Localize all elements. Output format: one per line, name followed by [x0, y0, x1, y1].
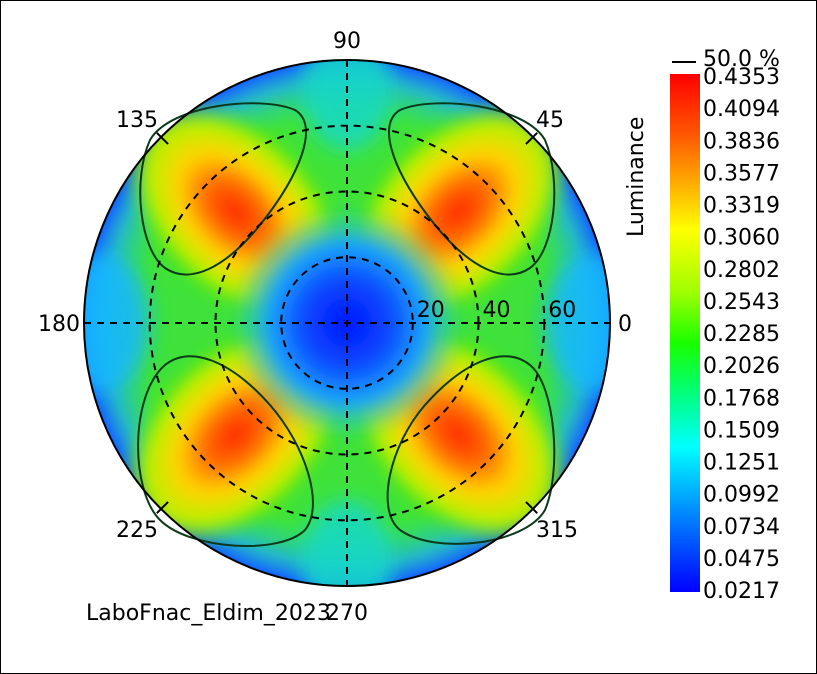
colorbar: 50.0 % Luminance 0.4353 0.4094 0.3836 0.357… — [624, 47, 780, 604]
radial-labels: 20 40 60 — [417, 298, 577, 323]
azimuth-label-225: 225 — [116, 518, 158, 543]
azimuth-label-180: 180 — [38, 312, 80, 337]
outer-circle — [83, 59, 611, 587]
threshold-label: 50.0 % — [703, 47, 780, 72]
tick-45 — [525, 132, 538, 145]
colorbar-tick-label: 0.4353 — [703, 65, 780, 90]
colorbar-tick-label: 0.2543 — [703, 290, 780, 315]
footer-label: LaboFnac_Eldim_2023 — [86, 601, 331, 626]
azimuth-label-135: 135 — [116, 108, 158, 133]
azimuth-ticks — [156, 132, 538, 514]
colorbar-tick-label: 0.0734 — [703, 515, 780, 540]
colorbar-tick-label: 0.2026 — [703, 354, 780, 379]
tick-135 — [156, 132, 169, 145]
colorbar-tick-label: 0.0217 — [703, 579, 780, 604]
radial-label-60: 60 — [548, 298, 576, 323]
tick-225 — [156, 501, 169, 514]
azimuth-labels: 0 45 90 135 180 225 270 315 — [38, 29, 632, 626]
colorbar-tick-label: 0.3319 — [703, 194, 780, 219]
colorbar-tick-label: 0.4094 — [703, 97, 780, 122]
colorbar-tick-label: 0.0992 — [703, 483, 780, 508]
colorbar-tick-label: 0.3577 — [703, 161, 780, 186]
colorbar-tick-label: 0.0475 — [703, 547, 780, 572]
contour-lobe-315 — [386, 355, 556, 545]
azimuth-label-0: 0 — [618, 312, 632, 337]
colorbar-tick-label: 0.1768 — [703, 386, 780, 411]
radial-label-20: 20 — [417, 298, 445, 323]
contour-lobe-225 — [137, 355, 314, 547]
polar-grid — [84, 60, 610, 586]
azimuth-label-270: 270 — [326, 601, 368, 626]
azimuth-label-90: 90 — [333, 29, 361, 54]
colorbar-tick-label: 0.2802 — [703, 258, 780, 283]
azimuth-label-315: 315 — [536, 518, 578, 543]
radial-label-40: 40 — [483, 298, 511, 323]
colorbar-tick-label: 0.1509 — [703, 418, 780, 443]
colorbar-tick-label: 0.1251 — [703, 451, 780, 476]
tick-315 — [525, 501, 538, 514]
colorbar-tick-labels: 0.4353 0.4094 0.3836 0.3577 0.3319 0.3060 0.28… — [703, 65, 780, 604]
colorbar-tick-label: 0.3836 — [703, 129, 780, 154]
azimuth-label-45: 45 — [536, 108, 564, 133]
colorbar-tick-label: 0.3060 — [703, 226, 780, 251]
colorbar-gradient — [670, 74, 700, 592]
colorbar-tick-label: 0.2285 — [703, 322, 780, 347]
colorbar-title: Luminance — [624, 117, 649, 237]
